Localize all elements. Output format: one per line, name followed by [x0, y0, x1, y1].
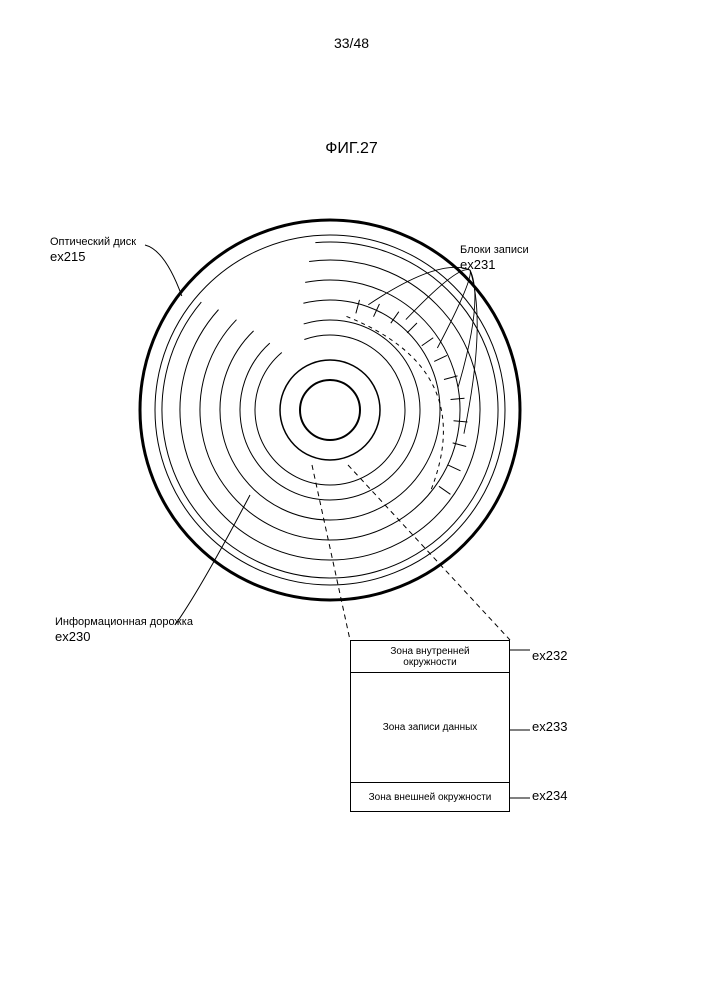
zone-row-0: Зона внутренней окружности: [351, 641, 509, 673]
figure-title: ФИГ.27: [325, 140, 378, 158]
label-optical-disk: Оптический диск ex215: [50, 235, 136, 266]
label-info-track: Информационная дорожка ex230: [55, 615, 193, 646]
label-info-track-ref: ex230: [55, 629, 90, 644]
label-recording-blocks: Блоки записи ex231: [460, 243, 529, 274]
diagram: Оптический диск ex215 Блоки записи ex231…: [0, 210, 703, 910]
label-optical-disk-ref: ex215: [50, 249, 85, 264]
label-optical-disk-text: Оптический диск: [50, 236, 136, 248]
zone-ref-0: ex232: [532, 648, 567, 665]
zone-ref-1: ex233: [532, 719, 567, 736]
label-recording-blocks-text: Блоки записи: [460, 244, 529, 256]
zone-table: Зона внутренней окружностиЗона записи да…: [350, 640, 510, 812]
page-number: 33/48: [334, 35, 369, 51]
label-info-track-text: Информационная дорожка: [55, 616, 193, 628]
label-recording-blocks-ref: ex231: [460, 257, 495, 272]
zone-row-1: Зона записи данных: [351, 673, 509, 783]
zone-ref-2: ex234: [532, 788, 567, 805]
zone-row-2: Зона внешней окружности: [351, 783, 509, 811]
